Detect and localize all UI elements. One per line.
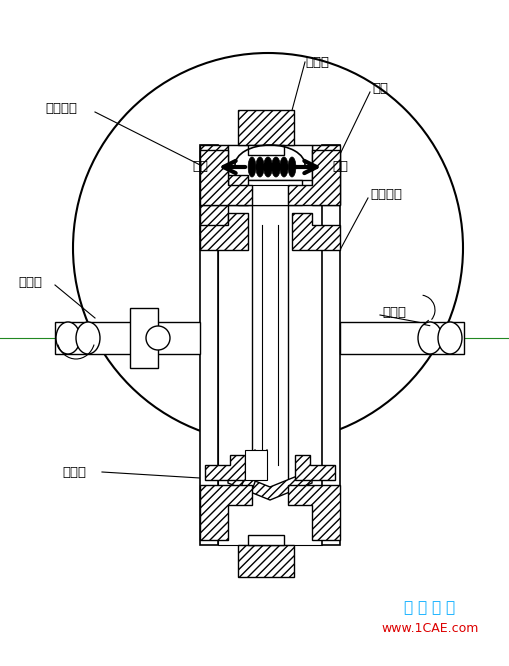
Bar <box>340 322 464 354</box>
Text: 输出轴: 输出轴 <box>18 276 42 288</box>
Text: www.1CAE.com: www.1CAE.com <box>381 621 478 635</box>
Bar <box>200 145 228 205</box>
Bar <box>218 145 322 545</box>
Polygon shape <box>288 150 340 205</box>
Bar <box>248 145 284 155</box>
Bar <box>252 185 288 205</box>
Text: 输入圆盘: 输入圆盘 <box>370 188 402 202</box>
Bar <box>228 145 312 180</box>
Text: 输出圆盘: 输出圆盘 <box>45 101 77 115</box>
Text: 仿 真 在 线: 仿 真 在 线 <box>405 601 456 615</box>
Bar <box>312 145 340 205</box>
Text: 低速: 低速 <box>192 161 208 174</box>
Ellipse shape <box>418 322 442 354</box>
Ellipse shape <box>272 157 280 177</box>
Text: 输入轴: 输入轴 <box>382 306 406 318</box>
Ellipse shape <box>256 157 264 177</box>
Bar <box>55 322 200 354</box>
Ellipse shape <box>280 157 288 177</box>
Bar <box>322 145 340 545</box>
Polygon shape <box>228 470 312 500</box>
Polygon shape <box>288 485 340 540</box>
Bar <box>238 545 294 577</box>
Text: 调速环: 调速环 <box>305 55 329 69</box>
Text: 高速: 高速 <box>332 161 348 174</box>
Ellipse shape <box>76 322 100 354</box>
Text: 锥轮: 锥轮 <box>372 81 388 95</box>
Ellipse shape <box>264 157 272 177</box>
Polygon shape <box>205 455 245 480</box>
Polygon shape <box>200 150 252 205</box>
Circle shape <box>73 53 463 443</box>
Circle shape <box>146 326 170 350</box>
Bar <box>238 110 294 145</box>
Polygon shape <box>200 485 252 540</box>
Bar <box>238 180 302 205</box>
Polygon shape <box>292 213 340 250</box>
Polygon shape <box>295 455 335 480</box>
Ellipse shape <box>56 322 80 354</box>
Bar <box>130 308 158 368</box>
Bar <box>200 145 218 545</box>
Ellipse shape <box>288 157 296 177</box>
Ellipse shape <box>438 322 462 354</box>
Bar <box>245 450 267 480</box>
Text: 加压盘: 加压盘 <box>62 466 86 478</box>
Polygon shape <box>200 175 248 235</box>
Bar <box>248 535 284 545</box>
Polygon shape <box>200 213 248 250</box>
Ellipse shape <box>248 157 256 177</box>
